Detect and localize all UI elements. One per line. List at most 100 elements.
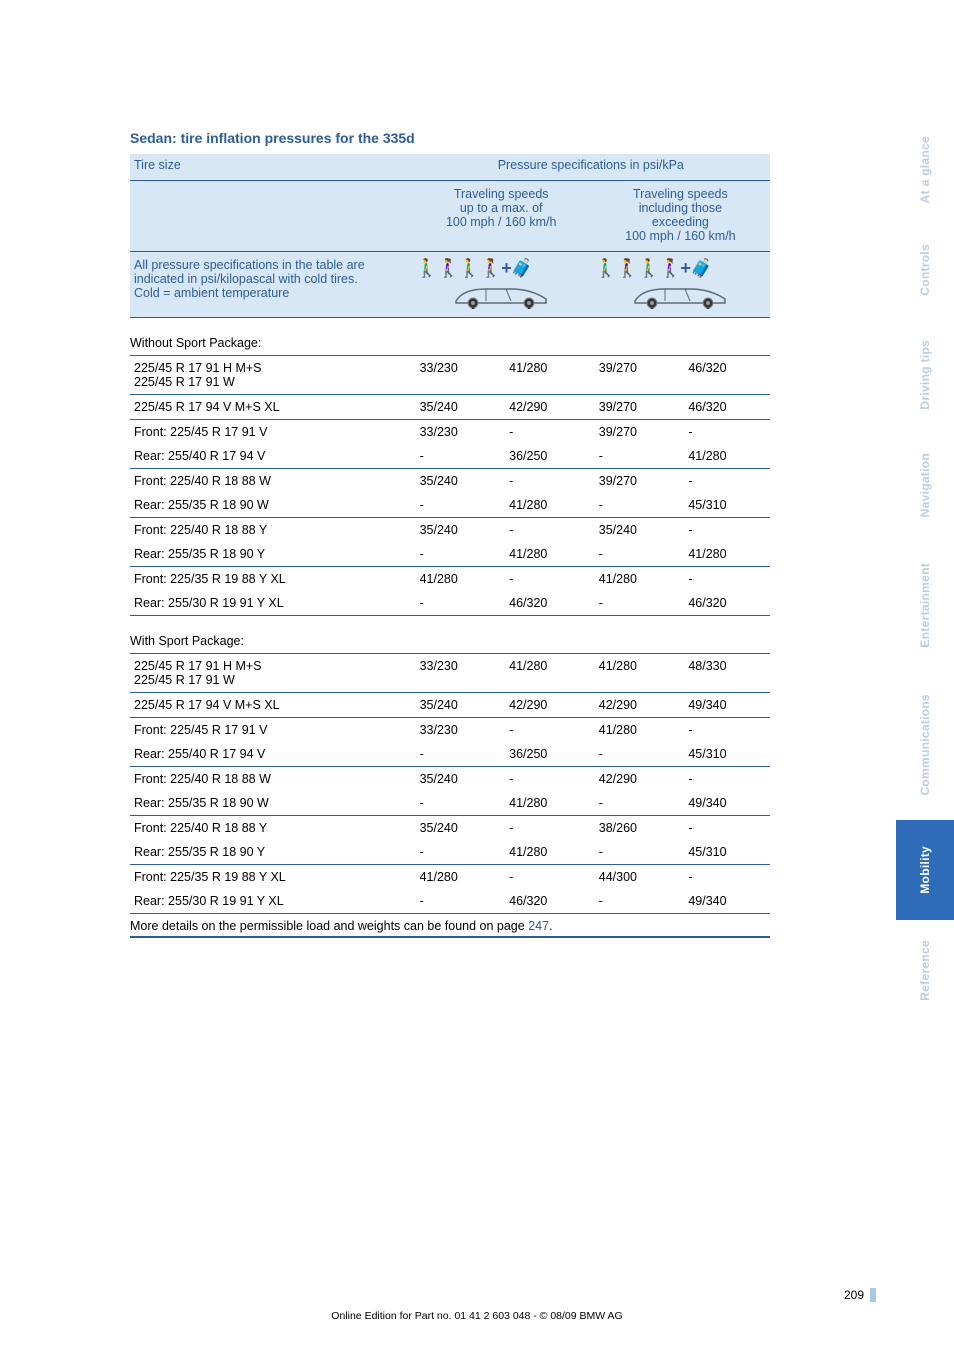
value-a: - (412, 791, 502, 816)
value-c: - (591, 591, 681, 616)
value-d: 49/340 (680, 889, 770, 914)
footnote-link[interactable]: 247 (528, 919, 549, 933)
tire-spec: 225/45 R 17 91 H M+S 225/45 R 17 91 W (130, 356, 412, 395)
value-b: - (501, 518, 591, 543)
value-c: 38/260 (591, 816, 681, 841)
sedan-icon (451, 281, 551, 309)
value-b: - (501, 816, 591, 841)
tire-spec: Front: 225/40 R 18 88 Y (130, 816, 412, 841)
table-row: Rear: 255/35 R 18 90 W-41/280-49/340 (130, 791, 770, 816)
tire-size-header: Tire size (130, 154, 412, 181)
value-d: - (680, 420, 770, 445)
nav-tab[interactable]: Communications (896, 670, 954, 820)
value-c: - (591, 840, 681, 865)
value-d: 48/330 (680, 654, 770, 693)
value-c: - (591, 493, 681, 518)
sidebar-tabs: At a glance Controls Driving tips Navigatio… (896, 0, 954, 1350)
value-b: 41/280 (501, 356, 591, 395)
group-label-row: With Sport Package: (130, 616, 770, 654)
footnote-row: More details on the permissible load and… (130, 914, 770, 938)
value-b: 46/320 (501, 889, 591, 914)
value-d: - (680, 767, 770, 792)
table-row: 225/45 R 17 94 V M+S XL35/24042/29039/27… (130, 395, 770, 420)
table-row: Rear: 255/35 R 18 90 W-41/280-45/310 (130, 493, 770, 518)
value-c: 42/290 (591, 693, 681, 718)
tire-spec: Rear: 255/40 R 17 94 V (130, 742, 412, 767)
value-a: 33/230 (412, 718, 502, 743)
value-c: - (591, 742, 681, 767)
value-d: 45/310 (680, 742, 770, 767)
value-c: - (591, 791, 681, 816)
value-c: 42/290 (591, 767, 681, 792)
nav-tab[interactable]: Controls (896, 220, 954, 320)
tire-spec: Front: 225/40 R 18 88 W (130, 469, 412, 494)
value-b: 41/280 (501, 791, 591, 816)
nav-tab[interactable]: Reference (896, 920, 954, 1020)
tire-spec: Rear: 255/40 R 17 94 V (130, 444, 412, 469)
value-a: 35/240 (412, 767, 502, 792)
table-row: Front: 225/45 R 17 91 V33/230-41/280- (130, 718, 770, 743)
nav-tab[interactable]: Driving tips (896, 320, 954, 430)
table-header-row-2: Traveling speeds up to a max. of 100 mph… (130, 181, 770, 252)
pressure-note: All pressure specifications in the table… (130, 252, 412, 318)
value-a: 41/280 (412, 865, 502, 890)
table-row: Front: 225/45 R 17 91 V33/230-39/270- (130, 420, 770, 445)
nav-tab[interactable]: At a glance (896, 120, 954, 220)
value-d: - (680, 567, 770, 592)
value-d: 41/280 (680, 444, 770, 469)
nav-tab-label: Driving tips (918, 340, 932, 410)
footnote-post: . (549, 919, 552, 933)
nav-tab-label: Mobility (918, 846, 932, 894)
nav-tab-label: Navigation (918, 453, 932, 517)
table-row: Rear: 255/30 R 19 91 Y XL-46/320-46/320 (130, 591, 770, 616)
nav-tab-label: Controls (918, 244, 932, 296)
value-a: - (412, 889, 502, 914)
value-a: - (412, 444, 502, 469)
value-d: 46/320 (680, 395, 770, 420)
value-d: 46/320 (680, 591, 770, 616)
nav-tab[interactable]: Navigation (896, 430, 954, 540)
value-b: 36/250 (501, 742, 591, 767)
value-a: - (412, 840, 502, 865)
value-d: - (680, 518, 770, 543)
value-a: 35/240 (412, 395, 502, 420)
value-d: - (680, 718, 770, 743)
graphic-left: 🚶‍♂️🚶‍♀️🚶‍♂️🚶‍♀️+🧳 (412, 252, 591, 318)
value-c: - (591, 444, 681, 469)
value-a: 33/230 (412, 356, 502, 395)
group-label: With Sport Package: (130, 616, 770, 654)
nav-tab-label: At a glance (918, 136, 932, 203)
tire-spec: Rear: 255/35 R 18 90 W (130, 493, 412, 518)
table-row: 225/45 R 17 94 V M+S XL35/24042/29042/29… (130, 693, 770, 718)
pressure-spec-header: Pressure specifications in psi/kPa (412, 154, 770, 181)
main-content: Sedan: tire inflation pressures for the … (130, 130, 770, 938)
footnote-text: More details on the permissible load and… (130, 914, 770, 938)
speed-block-left: Traveling speeds up to a max. of 100 mph… (412, 181, 591, 252)
nav-tab[interactable]: Entertainment (896, 540, 954, 670)
tire-spec: 225/45 R 17 94 V M+S XL (130, 693, 412, 718)
footnote-pre: More details on the permissible load and… (130, 919, 528, 933)
table-header-row-3: All pressure specifications in the table… (130, 252, 770, 318)
value-c: 41/280 (591, 718, 681, 743)
value-b: - (501, 767, 591, 792)
sedan-icon (630, 281, 730, 309)
value-a: 35/240 (412, 518, 502, 543)
value-a: 33/230 (412, 654, 502, 693)
value-b: - (501, 420, 591, 445)
nav-tab[interactable]: Mobility (896, 820, 954, 920)
table-row: Front: 225/35 R 19 88 Y XL41/280-44/300- (130, 865, 770, 890)
value-b: 41/280 (501, 493, 591, 518)
value-b: - (501, 469, 591, 494)
tire-spec: Front: 225/45 R 17 91 V (130, 718, 412, 743)
value-d: 49/340 (680, 791, 770, 816)
value-c: - (591, 542, 681, 567)
value-b: 36/250 (501, 444, 591, 469)
value-c: 41/280 (591, 654, 681, 693)
value-a: 33/230 (412, 420, 502, 445)
value-c: 41/280 (591, 567, 681, 592)
group-label-row: Without Sport Package: (130, 318, 770, 356)
value-d: - (680, 469, 770, 494)
value-d: 49/340 (680, 693, 770, 718)
value-d: 41/280 (680, 542, 770, 567)
table-row: 225/45 R 17 91 H M+S 225/45 R 17 91 W33/… (130, 356, 770, 395)
